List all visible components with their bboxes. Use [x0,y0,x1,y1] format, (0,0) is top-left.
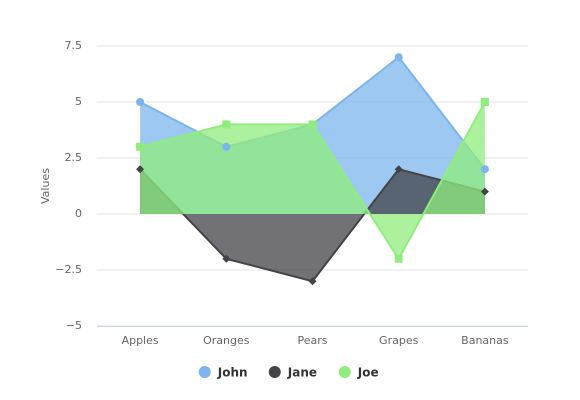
legend-item: Joe [338,366,379,380]
legend-symbol [338,366,351,378]
y-tick-label: 5 [75,95,82,108]
marker [136,142,145,151]
marker [480,165,489,174]
legend-symbol [268,366,281,378]
legend-item: John [198,366,248,380]
y-tick-label: 7.5 [65,39,83,52]
marker [308,277,317,286]
x-tick-label: Apples [122,334,159,347]
x-tick-label: Grapes [379,334,419,347]
legend-item: Jane [268,366,317,380]
y-tick-label: −2.5 [55,263,82,276]
legend-label: John [217,366,248,380]
marker [480,98,489,106]
marker [480,187,489,196]
marker [222,254,231,263]
x-tick-label: Bananas [461,334,509,347]
area [140,169,485,282]
marker [136,165,145,174]
marker [222,142,231,151]
x-tick-label: Pears [297,334,327,347]
y-axis-title: Values [39,168,52,204]
y-tick-label: 0 [75,207,82,220]
legend-label: Joe [357,366,379,380]
y-tick-label: 2.5 [65,151,83,164]
y-tick-label: −5 [66,319,82,332]
legend-label: Jane [287,366,317,380]
marker [308,120,317,129]
x-tick-label: Oranges [203,334,250,347]
marker [394,53,403,62]
marker [136,98,145,106]
marker [394,254,403,263]
legend-symbol [198,366,211,378]
marker [394,165,403,174]
marker [222,120,231,129]
area [140,102,485,259]
